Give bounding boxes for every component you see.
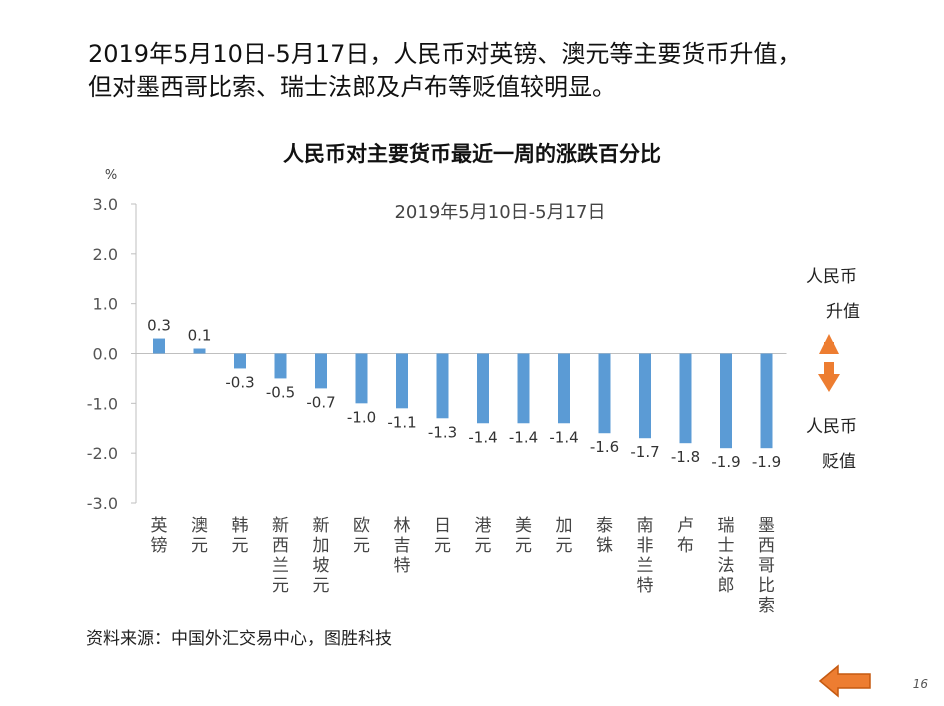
page-number: 16	[912, 677, 928, 691]
depreciation-label-line-1: 人民币	[806, 417, 857, 437]
bar-value-label: 0.3	[147, 317, 171, 335]
bar	[355, 353, 368, 404]
x-tick-label: 林吉特	[394, 516, 411, 576]
bar	[679, 353, 692, 444]
bar	[517, 353, 530, 424]
y-tick-label: 1.0	[93, 295, 118, 314]
x-tick-label: 英镑	[151, 516, 168, 556]
bar	[315, 353, 327, 389]
x-tick-label: 瑞士法郎	[718, 516, 735, 596]
y-tick-label: 3.0	[93, 195, 118, 214]
bar-value-label: -1.8	[671, 448, 700, 466]
bar-value-label: -1.3	[428, 423, 457, 441]
bar	[153, 338, 165, 354]
bar-value-label: -1.1	[387, 413, 416, 431]
bar-value-label: -0.3	[225, 373, 254, 391]
bar	[558, 353, 570, 424]
x-tick-label: 澳元	[191, 516, 208, 556]
bar-value-label: -1.4	[509, 428, 538, 446]
headline: 2019年5月10日-5月17日，人民币对英镑、澳元等主要货币升值， 但对墨西哥…	[88, 38, 908, 104]
bar	[760, 353, 773, 449]
bar-value-label: -1.0	[347, 408, 376, 426]
headline-line-1: 2019年5月10日-5月17日，人民币对英镑、澳元等主要货币升值，	[88, 40, 802, 68]
chart-subtitle: 2019年5月10日-5月17日	[394, 202, 606, 223]
depreciation-label-line-2: 贬值	[822, 452, 856, 472]
down-arrow-shaft	[824, 362, 834, 376]
y-tick-label: -1.0	[87, 394, 118, 413]
x-tick-label: 美元	[515, 516, 532, 556]
bar	[234, 353, 246, 369]
bar-value-label: -1.9	[711, 453, 740, 471]
x-tick-label: 日元	[434, 516, 451, 556]
appreciation-label-line-2: 升值	[826, 302, 860, 322]
bar-value-label: 0.1	[188, 327, 212, 345]
chart-title: 人民币对主要货币最近一周的涨跌百分比	[283, 142, 661, 166]
x-tick-label: 墨西哥比索	[758, 516, 775, 616]
x-tick-label: 新加坡元	[313, 516, 330, 596]
y-tick-label: -3.0	[87, 494, 118, 513]
y-unit-label: %	[105, 168, 117, 183]
left-arrow-icon[interactable]	[818, 664, 872, 698]
bar	[720, 353, 732, 449]
bar-value-label: -1.6	[590, 438, 619, 456]
bar	[477, 353, 489, 424]
x-tick-label: 卢布	[677, 516, 694, 556]
y-tick-label: 0.0	[93, 345, 118, 364]
appreciation-label-line-1: 人民币	[806, 267, 857, 287]
bar	[193, 348, 206, 354]
x-tick-label: 南非兰特	[637, 516, 654, 596]
bar	[436, 353, 449, 419]
headline-line-2: 但对墨西哥比索、瑞士法郎及卢布等贬值较明显。	[88, 73, 616, 101]
bar	[598, 353, 611, 434]
bar-value-label: -1.4	[468, 428, 497, 446]
data-source: 资料来源：中国外汇交易中心，图胜科技	[86, 629, 392, 649]
bar-value-label: -1.7	[630, 443, 659, 461]
down-arrow-icon	[818, 374, 840, 392]
x-tick-label: 欧元	[353, 516, 370, 556]
bar-value-label: -0.5	[266, 383, 295, 401]
x-tick-label: 新西兰元	[272, 516, 289, 596]
up-arrow-shaft	[824, 342, 834, 354]
bar-value-label: -0.7	[306, 393, 335, 411]
bar	[274, 353, 287, 379]
y-tick-label: 2.0	[93, 245, 118, 264]
y-tick-label: -2.0	[87, 444, 118, 463]
x-tick-label: 港元	[475, 516, 492, 556]
x-tick-label: 泰铢	[596, 516, 613, 556]
bar	[639, 353, 651, 439]
bar	[396, 353, 408, 409]
x-tick-label: 韩元	[232, 516, 249, 556]
bar-value-label: -1.4	[549, 428, 578, 446]
x-tick-label: 加元	[556, 516, 573, 556]
bar-value-label: -1.9	[752, 453, 781, 471]
